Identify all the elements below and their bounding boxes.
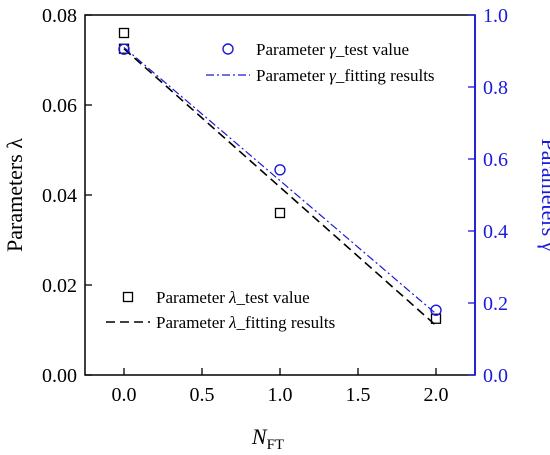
data-series: [118, 27, 442, 327]
y-left-tick-label: 0.02: [42, 275, 77, 297]
legend-lambda-test-label: Parameter λ_test value: [156, 288, 310, 307]
x-tick-label: 1.5: [346, 384, 371, 406]
legend: Parameter γ_test value Parameter γ_fittin…: [106, 40, 435, 332]
y-left-tick-label: 0.06: [42, 95, 77, 117]
y-right-tick-label: 0.0: [483, 365, 508, 387]
x-tick-label: 0.0: [112, 384, 137, 406]
data-point-circle: [118, 43, 130, 55]
y-left-axis-title: Parameters λ: [2, 138, 27, 252]
x-tick-label: 2.0: [424, 384, 449, 406]
y-left-tick-label: 0.00: [42, 365, 77, 387]
tick-labels: 0.0 0.5 1.0 1.5 2.0 0.00 0.02 0.04 0.06 0.08 0.0 0.…: [42, 5, 508, 406]
legend-gamma-test-circle-swatch: [222, 43, 234, 55]
legend-gamma-fit-label: Parameter γ_fitting results: [256, 66, 435, 85]
data-point-circle: [274, 164, 286, 176]
y-right-tick-label: 0.2: [483, 293, 508, 315]
fit-line: [123, 48, 437, 327]
y-left-tick-label: 0.08: [42, 5, 77, 27]
data-point-square: [430, 313, 442, 324]
y-right-tick-label: 0.8: [483, 77, 508, 99]
legend-lambda-test-square-swatch: [122, 291, 134, 303]
y-right-axis-title: Parameters γ: [537, 139, 550, 252]
data-point-square: [274, 207, 286, 219]
legend-gamma-test-label: Parameter γ_test value: [256, 40, 409, 59]
x-axis-title: NFT: [251, 424, 284, 453]
x-axis-title-sub: FT: [267, 437, 285, 453]
y-right-tick-label: 0.4: [483, 221, 508, 243]
data-point-square: [118, 27, 130, 39]
x-tick-label: 1.0: [268, 384, 293, 406]
x-axis-title-main: N: [251, 424, 268, 449]
y-right-tick-label: 0.6: [483, 149, 508, 171]
x-tick-label: 0.5: [190, 384, 215, 406]
y-right-tick-label: 1.0: [483, 5, 508, 27]
axis-ticks: [85, 14, 476, 376]
legend-lambda-fit-label: Parameter λ_fitting results: [156, 313, 335, 332]
fit-line: [123, 46, 437, 315]
y-left-tick-label: 0.04: [42, 185, 77, 207]
